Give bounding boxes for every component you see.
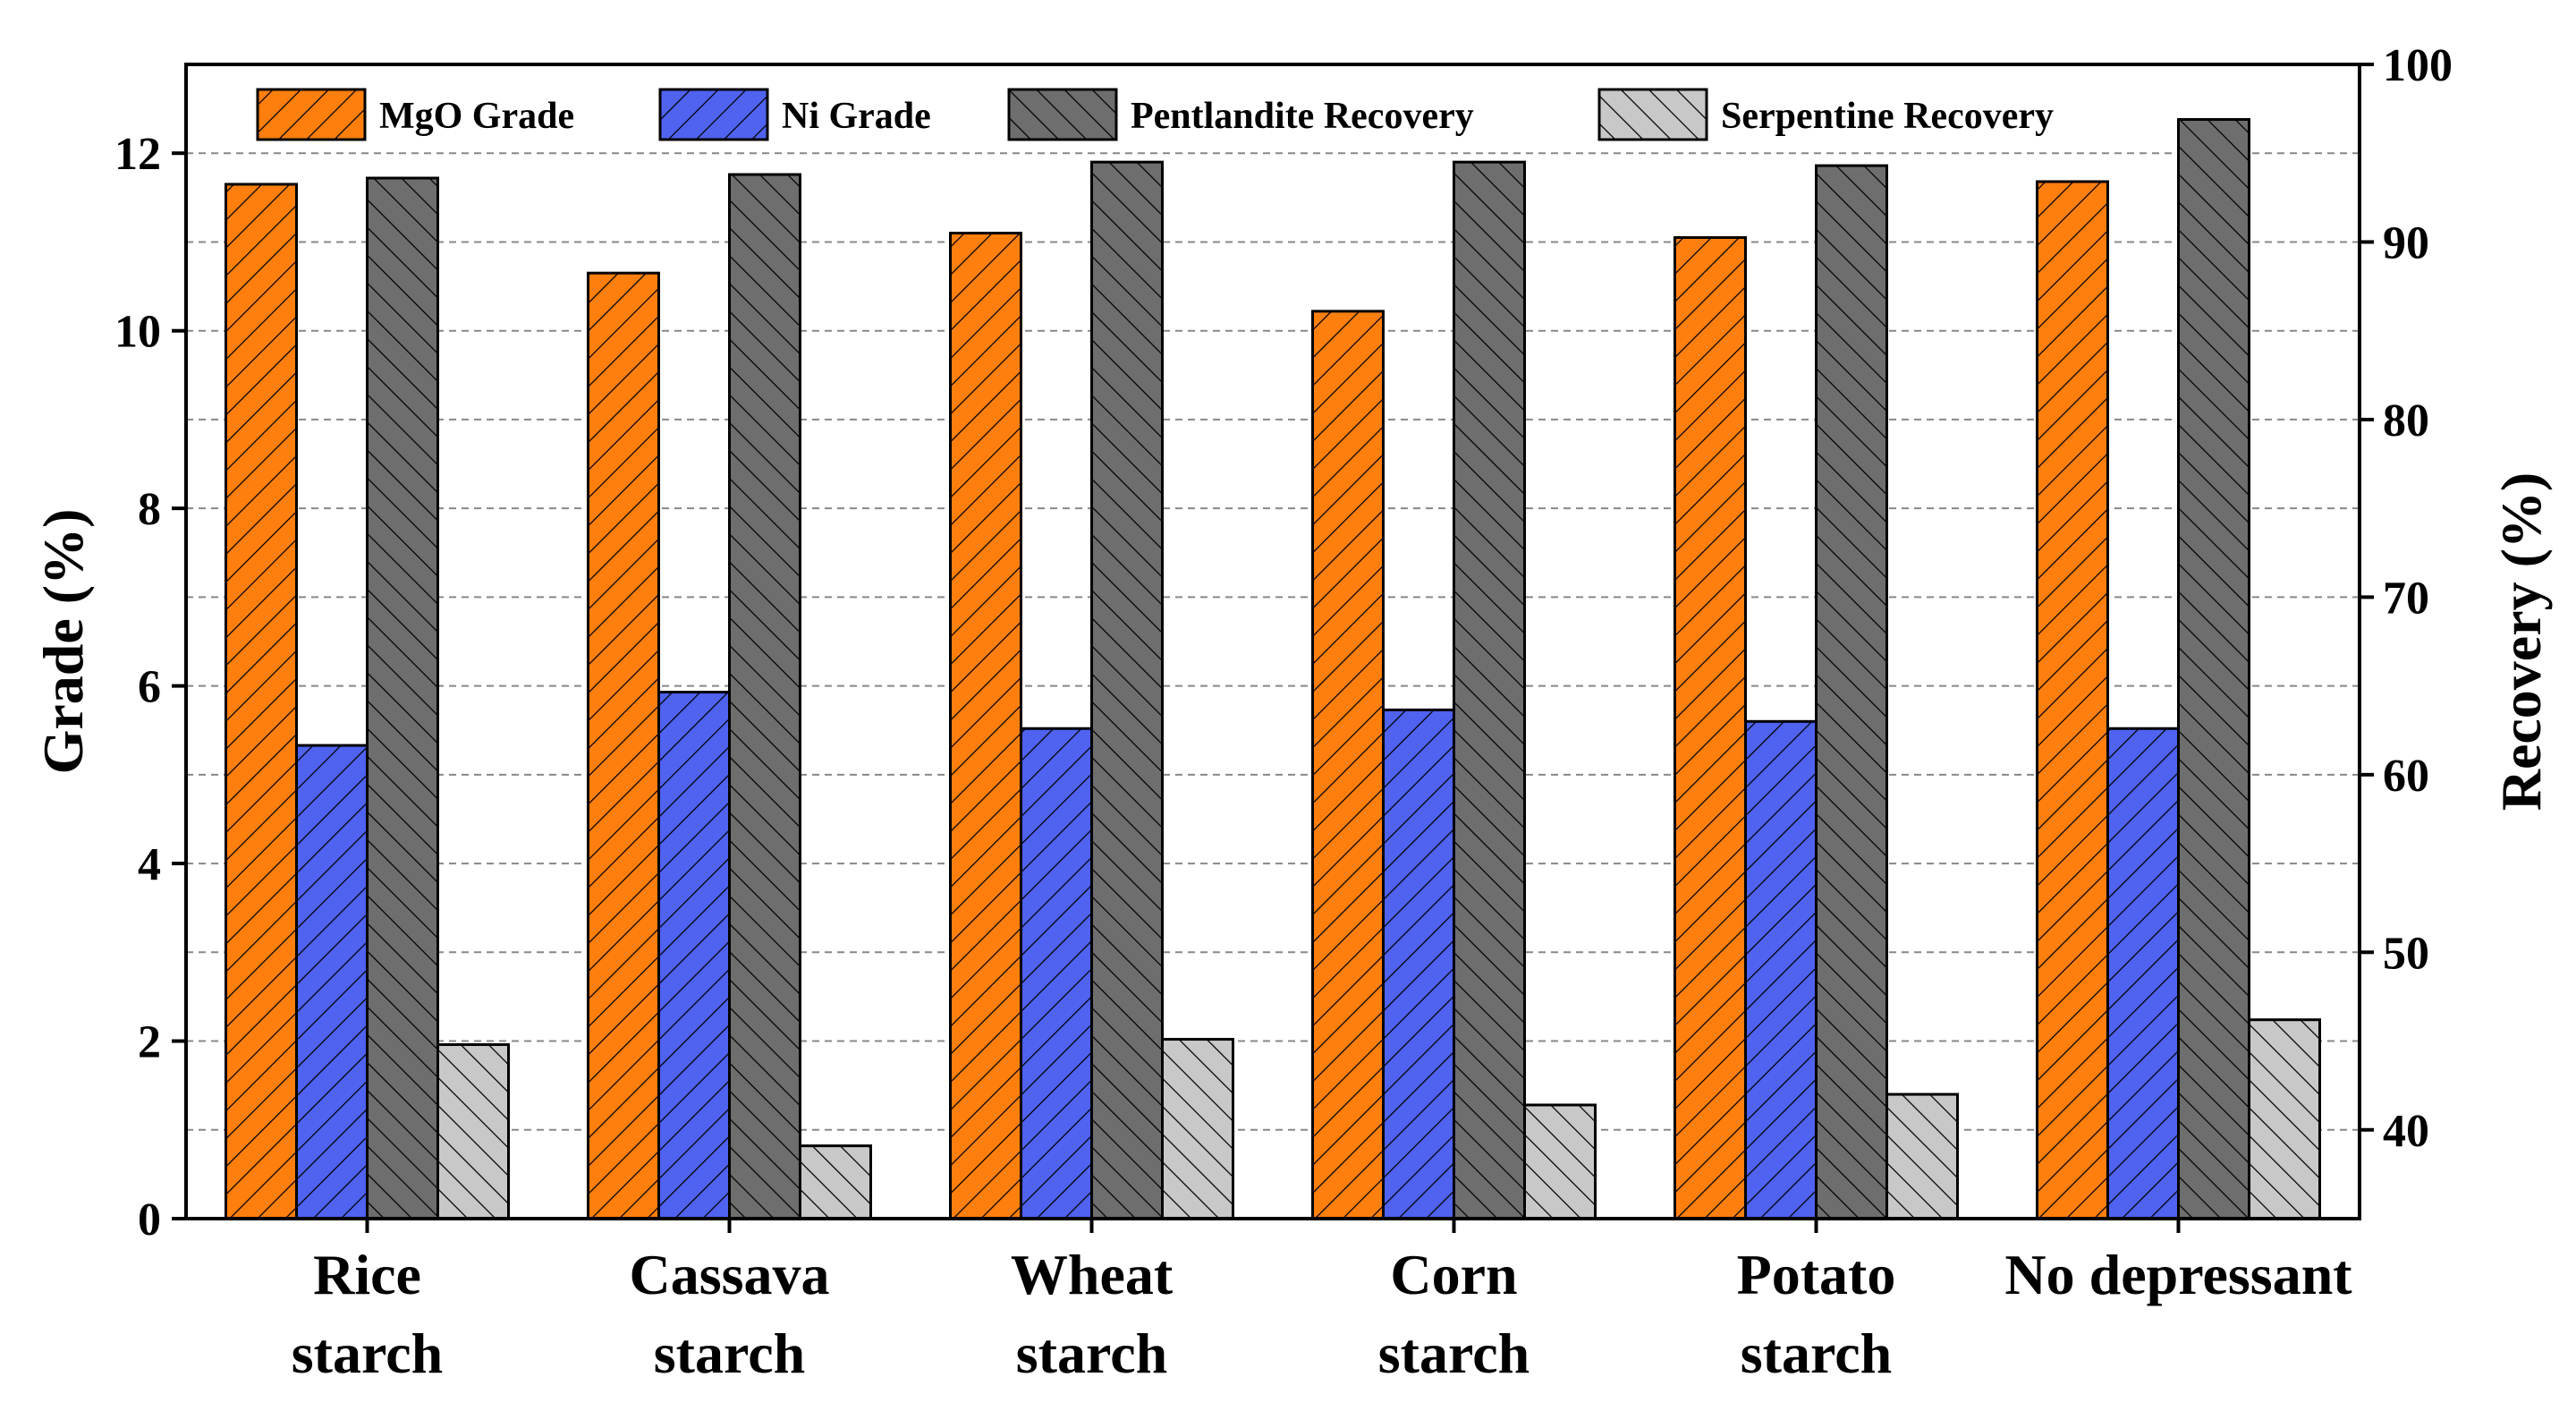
bar-hatch [436,1043,510,1220]
left-tick-label: 4 [138,839,161,890]
bar-pentlandite-recovery [1815,164,1888,1220]
category-label-line1: Potato [1737,1243,1896,1306]
bar-serpentine-recovery [799,1144,872,1220]
legend: MgO Grade Ni Grade Pentlandite Recovery Ser… [256,88,2054,141]
left-tick-label: 8 [138,484,161,535]
left-tick-label: 12 [114,129,161,180]
legend-item: Pentlandite Recovery [1007,88,1474,141]
category-label-line1: Rice [313,1243,421,1306]
bar-hatch [1523,1103,1597,1220]
bar-hatch [587,271,660,1220]
bar-hatch [1744,719,1818,1220]
bar-hatch [366,176,439,1220]
legend-swatch-hatch [1597,88,1708,141]
category-label-line1: Corn [1390,1243,1517,1306]
legend-swatch-hatch [1007,88,1118,141]
bar-pentlandite-recovery [728,173,801,1220]
plot-frame [184,63,2361,1220]
bar-serpentine-recovery [1885,1092,1959,1220]
bar-hatch [657,691,731,1220]
bar-mgo-grade [1674,236,1747,1220]
bar-hatch [799,1144,872,1220]
bar-pentlandite-recovery [2177,118,2250,1220]
right-tick-label: 100 [2383,40,2453,91]
bar-hatch [1161,1038,1234,1220]
bar-mgo-grade [949,232,1022,1220]
legend-item: Serpentine Recovery [1597,88,2054,141]
right-axis-title: Recovery (%) [2489,472,2553,811]
bar-hatch [728,173,801,1220]
legend-label: Ni Grade [782,96,931,137]
bar-serpentine-recovery [2248,1018,2321,1220]
right-tick-label: 70 [2383,573,2429,624]
category-label-line2: starch [1378,1322,1530,1385]
right-tick-label: 90 [2383,217,2429,268]
category-label-line1: Cassava [629,1243,829,1306]
legend-label: Serpentine Recovery [1721,96,2054,137]
legend-swatch-hatch [658,88,769,141]
bar-pentlandite-recovery [1453,160,1526,1220]
bar-hatch [2248,1018,2321,1220]
bar-pentlandite-recovery [366,176,439,1220]
bar-mgo-grade [587,271,660,1220]
bar-hatch [2177,118,2250,1220]
bar-hatch [2036,180,2109,1220]
bar-pentlandite-recovery [1090,160,1164,1220]
legend-item: MgO Grade [256,88,574,141]
right-tick-label: 80 [2383,395,2429,446]
legend-label: Pentlandite Recovery [1131,96,1474,137]
category-labels: Rice starch Cassava starch Wheat starch Corn st… [292,1219,2352,1385]
bar-mgo-grade [1311,310,1385,1220]
category-label-line2: starch [1741,1322,1892,1385]
bar-hatch [1885,1092,1959,1220]
right-axis-ticks: 40 50 60 70 80 90 100 [2360,40,2453,1157]
category-label-line1: Wheat [1011,1243,1174,1306]
legend-label: MgO Grade [379,96,574,137]
bar-hatch [225,183,298,1220]
bar-hatch [949,232,1022,1220]
bar-mgo-grade [225,183,298,1220]
left-axis-title: Grade (%) [31,509,95,775]
bar-hatch [295,744,369,1220]
bar-hatch [1020,727,1093,1220]
bar-hatch [1674,236,1747,1220]
right-tick-label: 40 [2383,1106,2429,1157]
bar-mgo-grade [2036,180,2109,1220]
legend-swatch-hatch [256,88,367,141]
bar-ni-grade [295,744,369,1220]
bar-hatch [2106,727,2180,1220]
left-tick-label: 10 [114,307,161,358]
left-tick-label: 2 [138,1017,161,1068]
category-label-line2: starch [292,1322,443,1385]
right-tick-label: 50 [2383,928,2429,979]
legend-item: Ni Grade [658,88,931,141]
bar-ni-grade [1382,708,1455,1220]
bar-hatch [1090,160,1164,1220]
category-label-line2: starch [654,1322,805,1385]
bar-serpentine-recovery [1523,1103,1597,1220]
gridlines [186,64,2360,1131]
left-tick-label: 0 [138,1194,161,1245]
bar-hatch [1311,310,1385,1220]
category-label-line2: starch [1016,1322,1167,1385]
bar-ni-grade [2106,727,2180,1220]
bar-ni-grade [1020,727,1093,1220]
bar-serpentine-recovery [1161,1038,1234,1220]
left-tick-label: 6 [138,662,161,713]
bar-ni-grade [657,691,731,1220]
bar-hatch [1453,160,1526,1220]
left-axis-ticks: 0 2 4 6 8 10 12 [114,129,186,1245]
bar-serpentine-recovery [436,1043,510,1220]
right-tick-label: 60 [2383,751,2429,802]
bar-hatch [1815,164,1888,1220]
bars [225,118,2321,1220]
bar-ni-grade [1744,719,1818,1220]
category-label-line1: No depressant [2004,1243,2352,1306]
bar-hatch [1382,708,1455,1220]
